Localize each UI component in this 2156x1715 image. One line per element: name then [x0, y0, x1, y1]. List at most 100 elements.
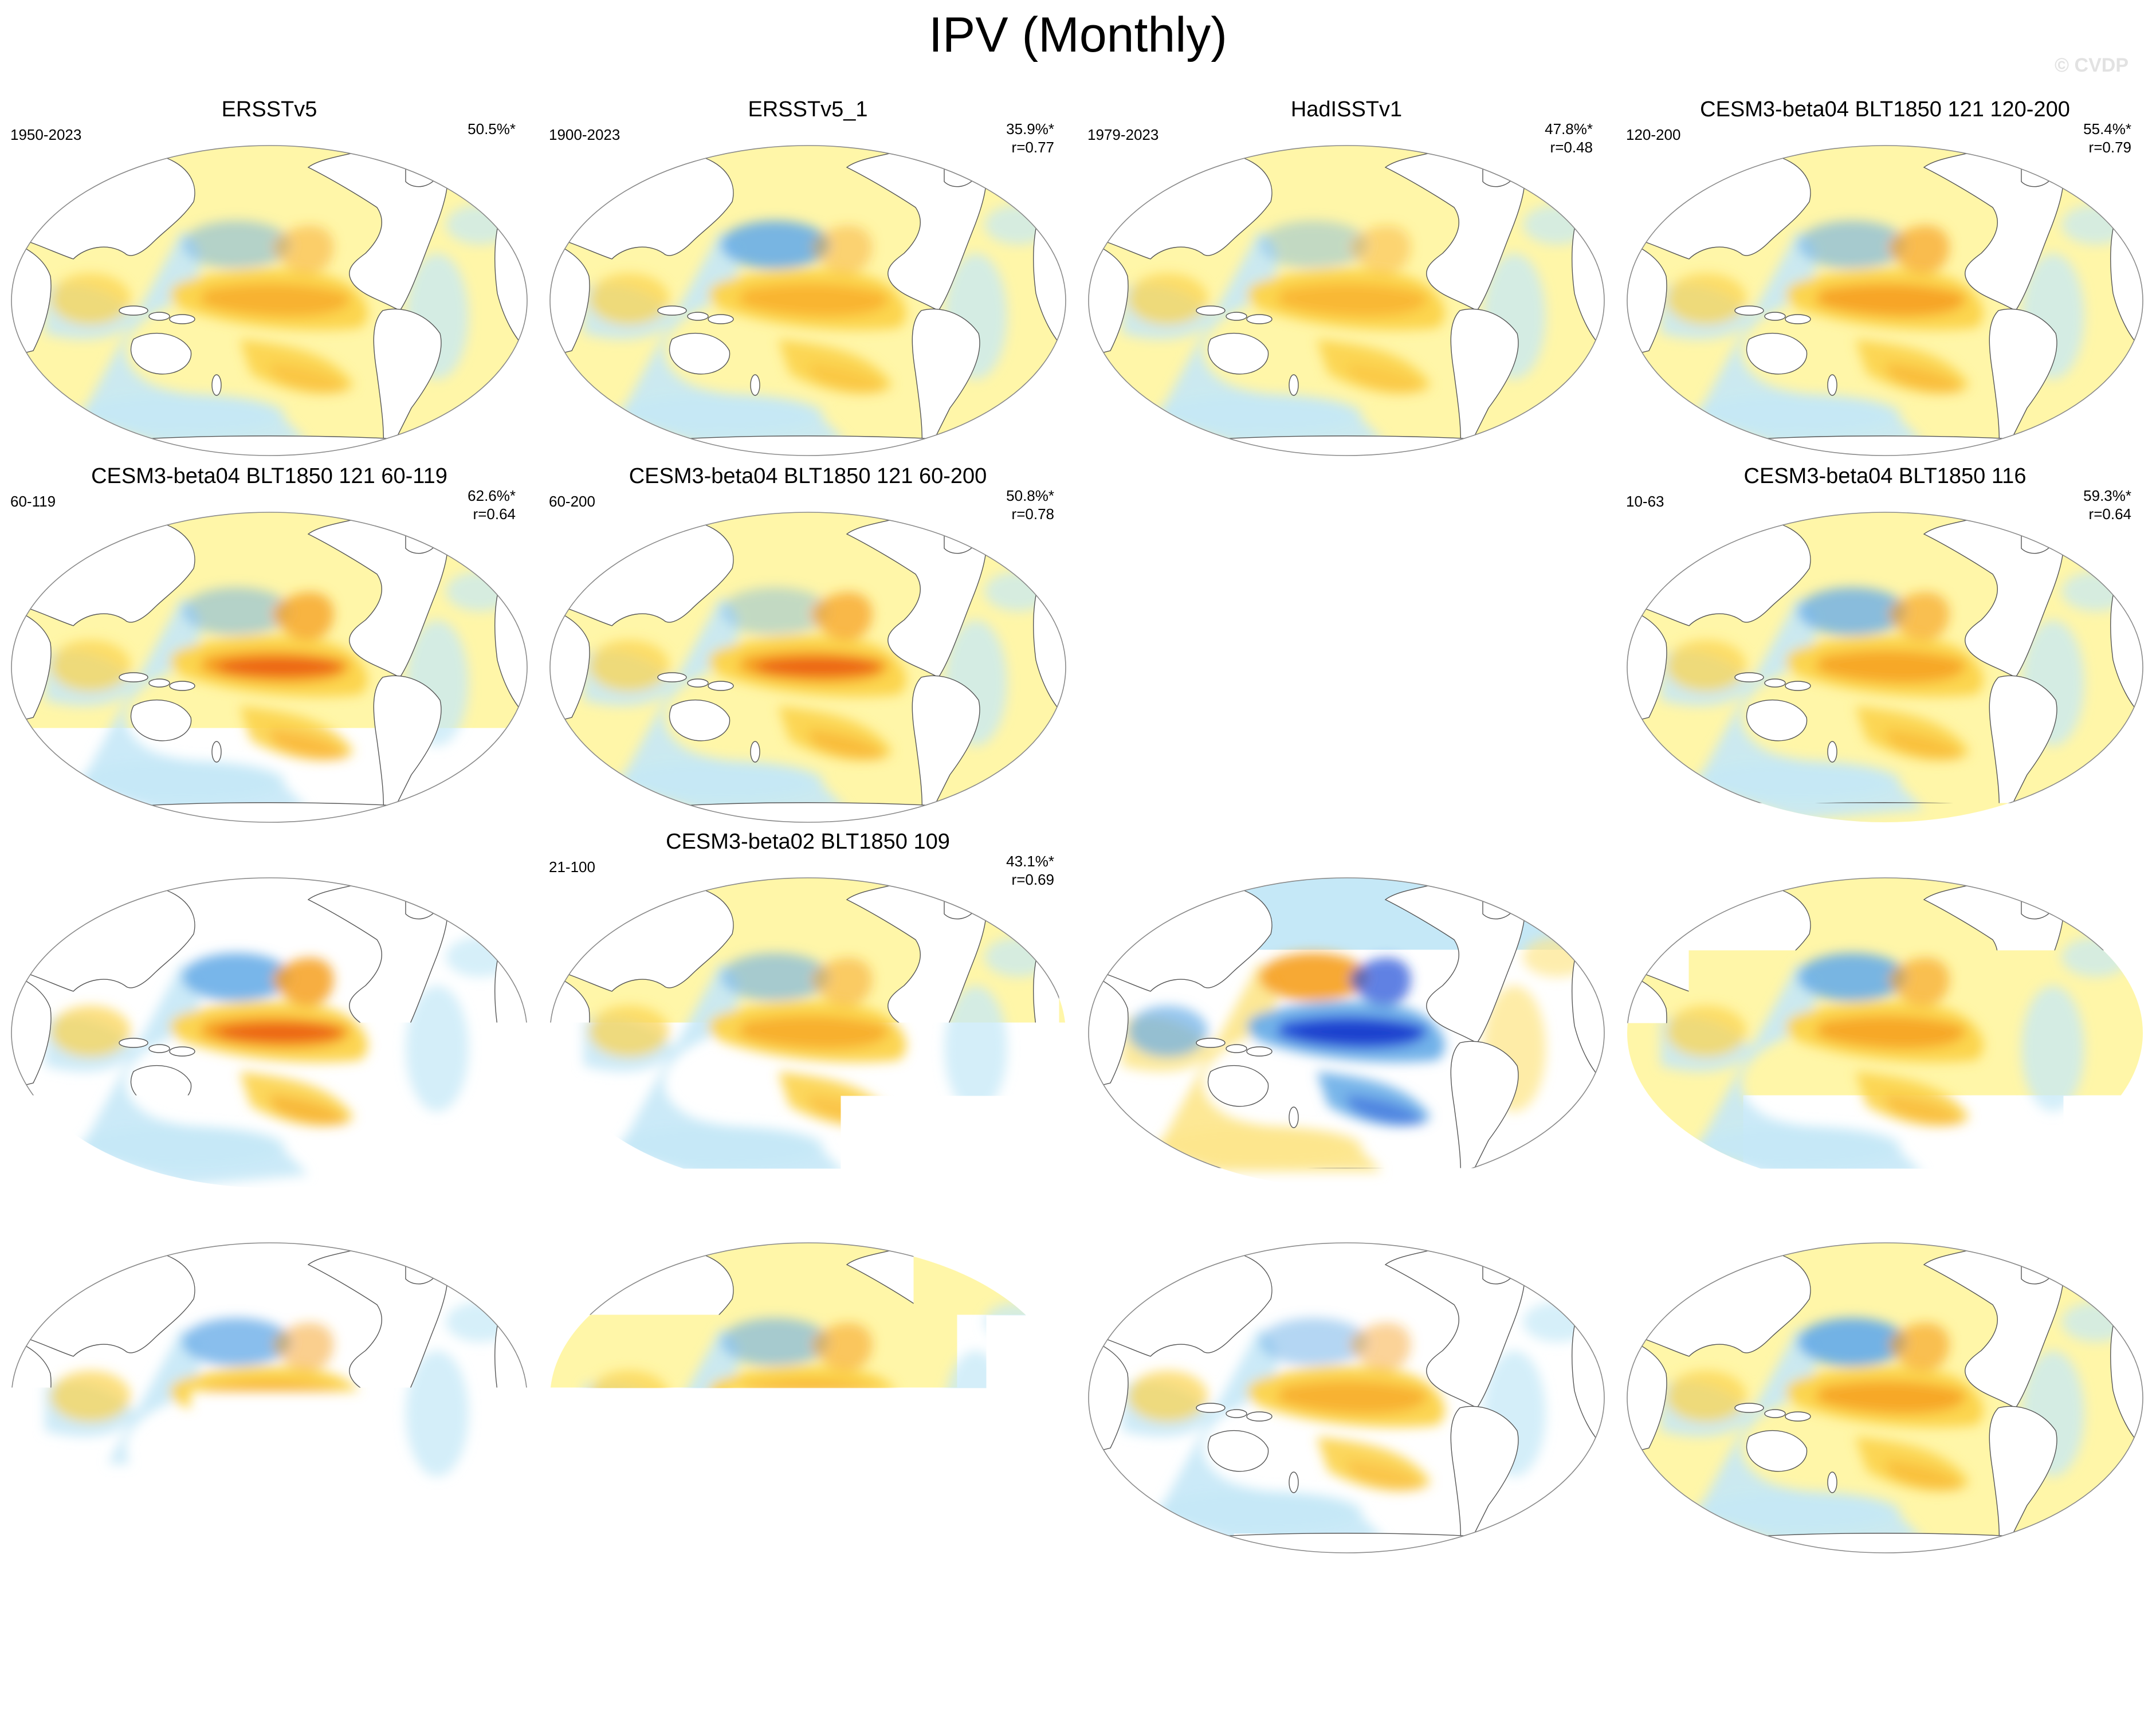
panel-period: 800-880 — [1626, 1223, 1680, 1241]
colorbar-tick-label: 0.6 — [1597, 1624, 1648, 1667]
sst-field — [1626, 511, 2144, 823]
colorbar-swatch — [1425, 1592, 1474, 1623]
panel-title: CESM2 piControl A — [1616, 1195, 2154, 1219]
colorbar-tick-label: 0.1 — [1102, 1624, 1153, 1667]
colorbar-swatch — [930, 1592, 979, 1623]
panel-variance-pct: 59.3%* — [2083, 487, 2131, 505]
sst-field — [549, 511, 1067, 823]
colorbar-swatch — [781, 1592, 830, 1623]
panel-title: CESM2 piControl C — [539, 1195, 1077, 1219]
robinson-map — [10, 144, 528, 457]
panel-variance-pct: 62.6%* — [468, 487, 516, 505]
panel-variance-pct: 54.7%* — [1545, 853, 1593, 870]
panel-period: 1900-2023 — [549, 126, 620, 144]
panel-title: CESM3-beta02 BLT1850 104 — [1077, 830, 1616, 854]
colorbar-tick-label: 0.3 — [1301, 1624, 1352, 1667]
colorbar-swatch — [1078, 1592, 1128, 1623]
colorbar-tick-label: -0.3 — [700, 1624, 763, 1667]
colorbar-tick-label: 0.5 — [1498, 1624, 1549, 1667]
colorbar-swatch — [880, 1592, 929, 1623]
colorbar-swatch — [1524, 1592, 1573, 1623]
colorbar-swatch — [1623, 1592, 1672, 1623]
panel-variance-pct: 47.4%* — [1545, 1218, 1593, 1235]
colorbar-swatch — [1326, 1592, 1375, 1623]
panel-variance-pct: 47.8%* — [1545, 120, 1593, 138]
panel-variance-pct: 35.9%* — [1006, 120, 1054, 138]
panel-title: CESM2 piControl E — [1616, 830, 2154, 854]
panel-period: 120-200 — [1626, 126, 1680, 144]
panel-variance-pct: 43.1%* — [1006, 853, 1054, 870]
sst-field — [10, 511, 528, 823]
figure-title: IPV (Monthly) — [0, 7, 2156, 64]
sst-field — [10, 144, 528, 457]
sst-field — [1626, 877, 2144, 1189]
panel-title: CESM3-beta04 BLT1850 121 60-200 — [539, 464, 1077, 489]
robinson-map — [1626, 1242, 2144, 1554]
map-panel: CESM3-beta04 BLT1850 116 10-63 59.3%* r=0.6… — [1616, 464, 2154, 831]
sst-field — [1087, 877, 1605, 1189]
colorbar-swatch — [385, 1592, 434, 1623]
colorbar-swatch — [1029, 1592, 1078, 1623]
map-panel: CESM2 piControl C 1201-1280 55.7%* r=0.69 — [539, 1195, 1077, 1561]
colorbar-tick-label: 0 — [1019, 1624, 1039, 1667]
colorbar-swatch — [434, 1592, 484, 1623]
sst-field — [10, 1242, 528, 1554]
robinson-map — [549, 1242, 1067, 1554]
panel-title: CESM2 piControl D — [0, 1195, 539, 1219]
panel-variance-pct: 50.5%* — [468, 120, 516, 138]
panel-variance-pct: 54.7%* — [468, 1218, 516, 1235]
colorbar — [385, 1592, 1772, 1623]
colorbar-swatch — [732, 1592, 781, 1623]
map-panel: CESM3-beta02 BLT1850 109 21-100 43.1%* r=0.… — [539, 830, 1077, 1196]
map-panel: CESM2 piControl D 1401-1480 54.7%* r=0.73 — [0, 1195, 539, 1561]
map-panel: ERSSTv5_1 1900-2023 35.9%* r=0.77 — [539, 97, 1077, 464]
panel-period: 1950-2023 — [10, 126, 81, 144]
sst-field — [10, 877, 528, 1189]
panel-period: 1201-1280 — [549, 1223, 620, 1241]
robinson-map — [10, 511, 528, 823]
panel-variance-pct: 50.8%* — [1006, 487, 1054, 505]
panel-period: 17-96 — [10, 858, 49, 876]
colorbar-swatch — [633, 1592, 682, 1623]
colorbar-tick-label: -0.4 — [601, 1624, 664, 1667]
panel-title: HadISSTv1 — [1077, 97, 1616, 122]
colorbar-swatch — [1177, 1592, 1227, 1623]
map-panel: CESM3-beta04 BLT1850 121 120-200 120-200 5… — [1616, 97, 2154, 464]
colorbar-swatch — [1227, 1592, 1276, 1623]
colorbar-swatch — [1277, 1592, 1326, 1623]
colorbar-tick-label: -0.6 — [403, 1624, 466, 1667]
colorbar-tick-label: -0.5 — [502, 1624, 565, 1667]
panel-period: 29-108 — [1087, 858, 1134, 876]
colorbar-tick-label: -0.1 — [898, 1624, 961, 1667]
colorbar-swatch — [979, 1592, 1028, 1623]
robinson-map — [1087, 1242, 1605, 1554]
sst-field — [1087, 1242, 1605, 1554]
colorbar-swatch — [682, 1592, 732, 1623]
colorbar-tick-label: 0.2 — [1201, 1624, 1252, 1667]
map-panel: CESM2 piControl E 1601-1680 60.2%* r=0.72 — [1616, 830, 2154, 1196]
map-panel: CESM2 piControl A 800-880 60.9%* r=0.81 — [1616, 1195, 2154, 1561]
sst-field — [1626, 144, 2144, 457]
panel-variance-pct: 60.9%* — [2083, 1218, 2131, 1235]
colorbar-swatch — [1376, 1592, 1425, 1623]
robinson-map — [1626, 877, 2144, 1189]
colorbar-swatch — [1128, 1592, 1177, 1623]
map-panel: CESM3-beta04 BLT1850 121 60-200 60-200 50.… — [539, 464, 1077, 831]
panel-period: 60-119 — [10, 493, 56, 511]
sst-field — [1626, 1242, 2144, 1554]
robinson-map — [1087, 144, 1605, 457]
panel-title: ERSSTv5_1 — [539, 97, 1077, 122]
panel-period: 1000-1080 — [1087, 1223, 1158, 1241]
robinson-map — [10, 877, 528, 1189]
colorbar-unit: C — [1064, 1665, 1093, 1710]
robinson-map — [10, 1242, 528, 1554]
colorbar-swatch — [484, 1592, 533, 1623]
robinson-map — [549, 144, 1067, 457]
robinson-map — [1626, 511, 2144, 823]
colorbar-tick-label: 0.4 — [1400, 1624, 1451, 1667]
robinson-map — [549, 877, 1067, 1189]
map-panel: CESM2 piControl B 1000-1080 47.4%* r=0.74 — [1077, 1195, 1616, 1561]
robinson-map — [1626, 144, 2144, 457]
map-panel: CESM3-beta04 BLT1850 121 60-119 60-119 62.… — [0, 464, 539, 831]
robinson-map — [549, 511, 1067, 823]
